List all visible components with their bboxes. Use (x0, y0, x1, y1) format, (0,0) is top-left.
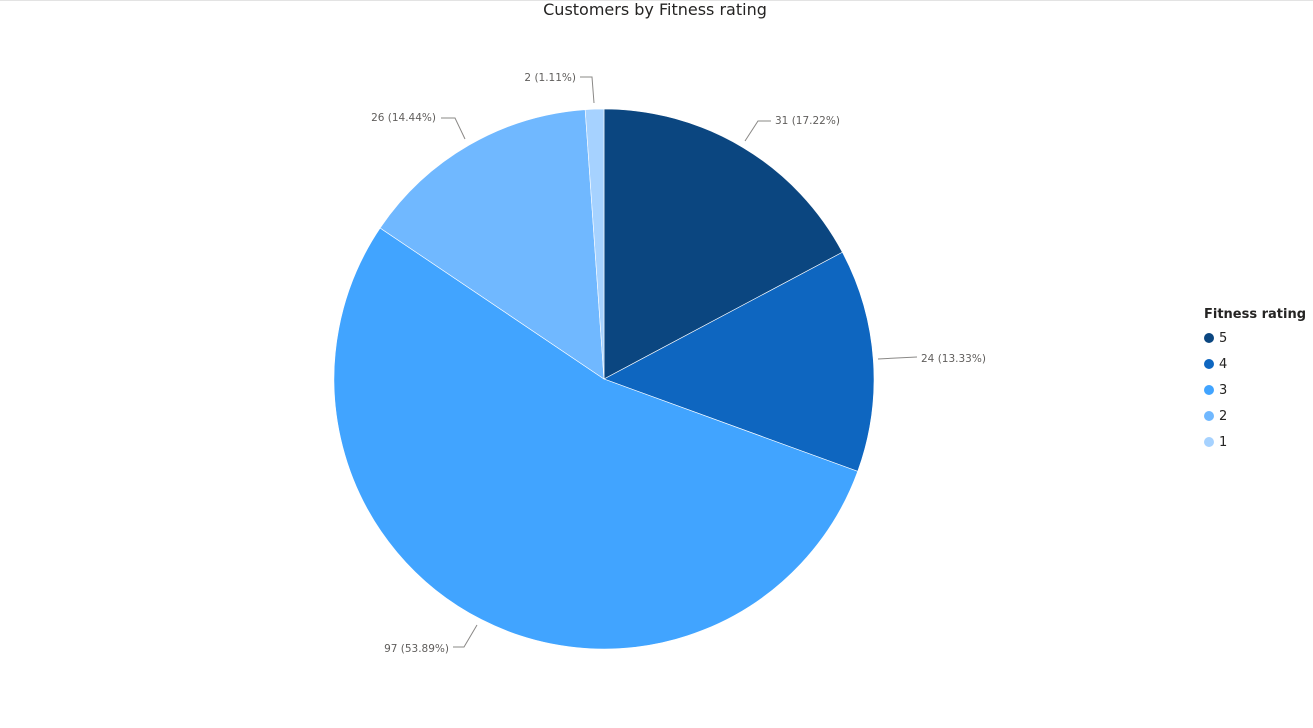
leader-line (877, 356, 918, 360)
legend-dot (1204, 333, 1214, 343)
data-label: 24 (13.33%) (921, 353, 986, 365)
legend-label: 1 (1219, 434, 1228, 450)
pie-slice-5[interactable] (603, 108, 843, 380)
data-label: 31 (17.22%) (775, 115, 840, 127)
legend-title: Fitness rating (1204, 307, 1307, 322)
pie-slice-4[interactable] (603, 251, 875, 472)
legend-dot (1204, 385, 1214, 395)
chart-title: Customers by Fitness rating (543, 0, 767, 19)
legend-label: 4 (1219, 356, 1228, 372)
leader-line (441, 117, 466, 140)
legend: Fitness rating 5 4 3 2 1 (1204, 307, 1306, 455)
top-border (0, 0, 1313, 1)
legend-dot (1204, 437, 1214, 447)
leader-line (744, 120, 771, 142)
legend-item[interactable]: 5 (1204, 325, 1306, 351)
pie-slice-1[interactable] (584, 108, 605, 380)
data-label: 97 (53.89%) (384, 643, 449, 655)
legend-item[interactable]: 1 (1204, 429, 1306, 455)
legend-item[interactable]: 2 (1204, 403, 1306, 429)
legend-item[interactable]: 3 (1204, 377, 1306, 403)
legend-dot (1204, 411, 1214, 421)
data-label: 26 (14.44%) (371, 112, 436, 124)
legend-label: 2 (1219, 408, 1228, 424)
leader-line (580, 76, 595, 104)
legend-item[interactable]: 4 (1204, 351, 1306, 377)
data-label: 2 (1.11%) (524, 72, 576, 84)
legend-label: 5 (1219, 330, 1228, 346)
legend-dot (1204, 359, 1214, 369)
pie-slice-2[interactable] (379, 109, 605, 380)
pie-slice-3[interactable] (333, 227, 859, 650)
legend-label: 3 (1219, 382, 1228, 398)
leader-line (453, 624, 478, 648)
